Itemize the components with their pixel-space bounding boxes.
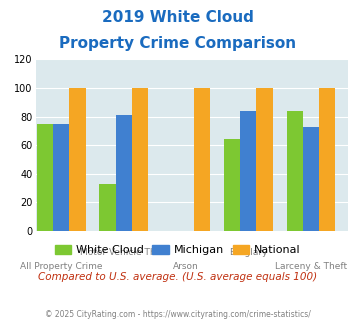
Text: © 2025 CityRating.com - https://www.cityrating.com/crime-statistics/: © 2025 CityRating.com - https://www.city… [45, 310, 310, 319]
Bar [303, 127, 319, 231]
Bar [286, 111, 303, 231]
Bar [319, 88, 335, 231]
Bar [132, 88, 148, 231]
Text: All Property Crime: All Property Crime [20, 262, 103, 271]
Bar [37, 124, 53, 231]
Bar [194, 88, 210, 231]
Text: 2019 White Cloud: 2019 White Cloud [102, 10, 253, 25]
Bar [69, 88, 86, 231]
Text: Larceny & Theft: Larceny & Theft [275, 262, 347, 271]
Bar [116, 115, 132, 231]
Text: Property Crime Comparison: Property Crime Comparison [59, 36, 296, 51]
Bar [99, 184, 116, 231]
Legend: White Cloud, Michigan, National: White Cloud, Michigan, National [55, 245, 300, 255]
Bar [240, 111, 256, 231]
Bar [53, 124, 69, 231]
Bar [224, 140, 240, 231]
Bar [256, 88, 273, 231]
Text: Motor Vehicle Theft: Motor Vehicle Theft [80, 248, 168, 257]
Text: Arson: Arson [173, 262, 199, 271]
Text: Compared to U.S. average. (U.S. average equals 100): Compared to U.S. average. (U.S. average … [38, 272, 317, 282]
Text: Burglary: Burglary [229, 248, 268, 257]
